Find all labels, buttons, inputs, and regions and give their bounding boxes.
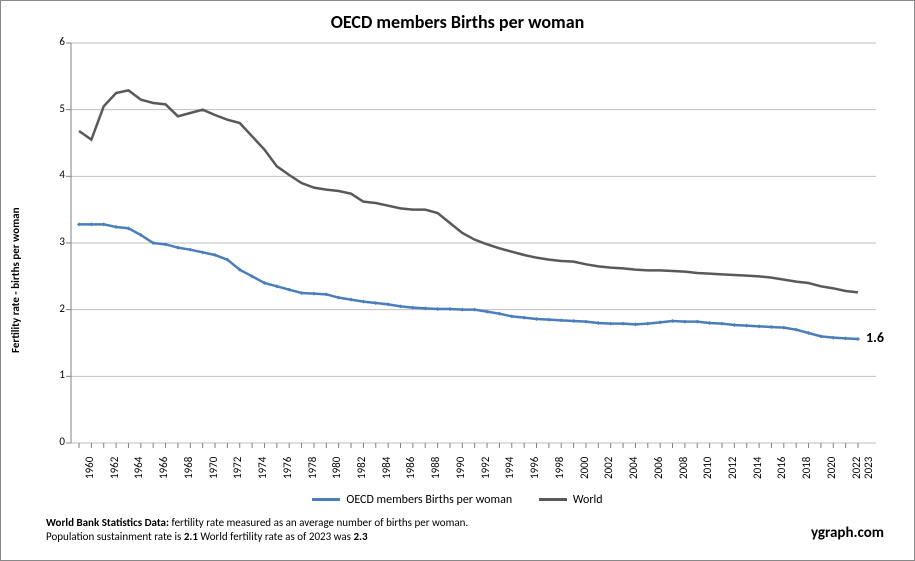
x-tick: 2006 (652, 457, 665, 479)
x-tick: 1964 (132, 457, 145, 479)
x-tick: 1996 (528, 457, 541, 479)
x-tick: 2000 (578, 457, 591, 479)
y-tick: 1 (35, 368, 65, 381)
x-tick: 1974 (256, 457, 269, 479)
footer-text-1: fertility rate measured as an average nu… (169, 516, 468, 529)
chart-title: OECD members Births per woman (1, 11, 914, 33)
x-tick: 2020 (825, 457, 838, 479)
x-tick: 1988 (429, 457, 442, 479)
legend-swatch-oecd (312, 498, 340, 501)
x-tick: 1992 (479, 457, 492, 479)
x-tick: 1968 (182, 457, 195, 479)
x-tick: 1966 (157, 457, 170, 479)
y-tick: 3 (35, 235, 65, 248)
x-tick: 2002 (602, 457, 615, 479)
legend-label-oecd: OECD members Births per woman (346, 493, 512, 507)
plot-area (71, 43, 876, 443)
x-tick: 2010 (701, 457, 714, 479)
x-tick: 2018 (800, 457, 813, 479)
x-tick: 2023 (862, 457, 875, 479)
x-tick: 1984 (380, 457, 393, 479)
chart-container: { "chart": { "type": "line", "title": "O… (0, 0, 915, 561)
x-tick: 1982 (355, 457, 368, 479)
y-axis-label: Fertility rate - births per woman (9, 208, 22, 354)
x-tick: 2008 (677, 457, 690, 479)
y-tick: 2 (35, 302, 65, 315)
legend: OECD members Births per woman World (1, 491, 914, 507)
x-tick: 1986 (404, 457, 417, 479)
y-tick: 0 (35, 435, 65, 448)
x-tick: 1994 (503, 457, 516, 479)
series-end-label: 1.6 (866, 329, 884, 346)
x-tick: 2022 (850, 457, 863, 479)
x-tick: 1998 (553, 457, 566, 479)
x-tick: 1960 (83, 457, 96, 479)
x-tick: 1990 (454, 457, 467, 479)
legend-swatch-world (539, 498, 567, 501)
x-tick: 1972 (231, 457, 244, 479)
y-tick: 6 (35, 35, 65, 48)
legend-item-oecd: OECD members Births per woman (312, 493, 512, 507)
x-tick: 2004 (627, 457, 640, 479)
footer-bold-2b: 2.1 (184, 530, 198, 543)
legend-item-world: World (539, 493, 603, 507)
x-tick: 1962 (108, 457, 121, 479)
footer-bold-1: World Bank Statistics Data: (46, 516, 169, 529)
footer-text: World Bank Statistics Data: fertility ra… (46, 516, 468, 544)
footer-text-2c: World fertility rate as of 2023 was (198, 530, 354, 543)
footer-text-2a: Population sustainment rate is (46, 530, 184, 543)
x-tick: 1976 (281, 457, 294, 479)
brand-label: ygraph.com (811, 524, 884, 542)
x-tick: 2012 (726, 457, 739, 479)
x-tick: 1980 (330, 457, 343, 479)
legend-label-world: World (573, 493, 603, 507)
x-tick: 2016 (775, 457, 788, 479)
y-tick: 5 (35, 102, 65, 115)
x-tick: 1978 (306, 457, 319, 479)
x-tick: 1970 (207, 457, 220, 479)
y-tick: 4 (35, 168, 65, 181)
footer-bold-2d: 2.3 (353, 530, 367, 543)
x-tick: 2014 (751, 457, 764, 479)
